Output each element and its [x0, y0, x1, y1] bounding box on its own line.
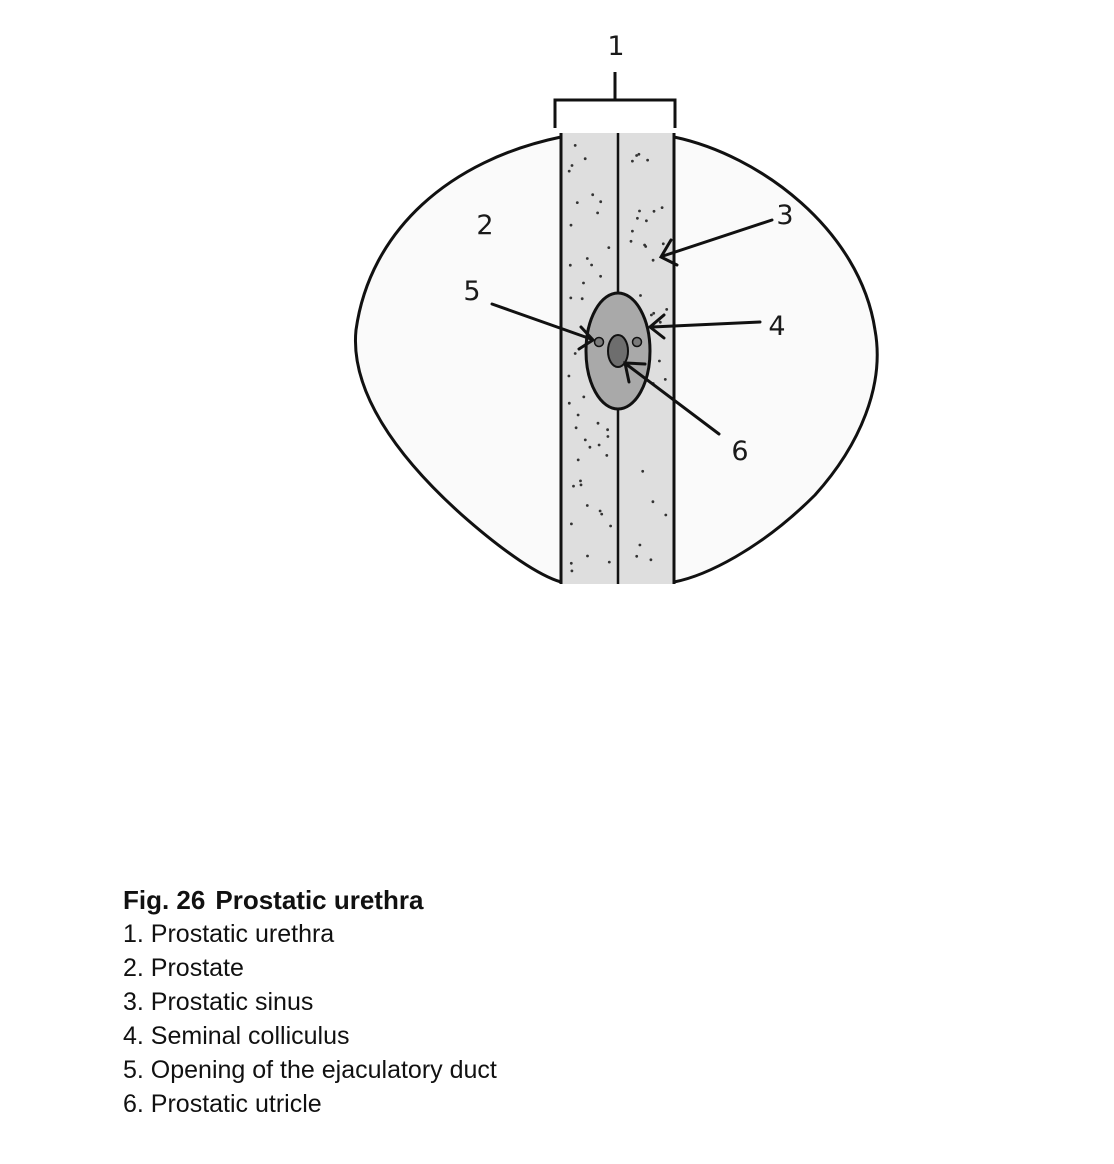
callout-3: 3 — [776, 200, 793, 231]
stipple-dot — [663, 378, 667, 381]
figure-number: Fig. 26 — [123, 885, 206, 915]
legend-item: 4. Seminal colliculus — [123, 1022, 350, 1050]
stipple-dot — [631, 159, 634, 163]
callout-5: 5 — [463, 276, 480, 307]
urethra-bracket — [553, 72, 677, 128]
stipple-dot — [631, 229, 634, 233]
stipple-dot — [646, 158, 649, 162]
legend-item: 2. Prostate — [123, 954, 244, 982]
stipple-dot — [576, 458, 580, 462]
stipple-dot — [652, 311, 656, 315]
stipple-dot — [607, 560, 611, 564]
stipple-dot — [651, 258, 655, 262]
stipple-dot — [580, 297, 584, 301]
stipple-dot — [598, 509, 602, 513]
ejaculatory-duct-opening-left — [593, 336, 605, 348]
stipple-dot — [609, 524, 612, 528]
leader-3 — [658, 218, 774, 267]
legend-item: 6. Prostatic utricle — [123, 1090, 322, 1118]
stipple-dot — [585, 504, 589, 507]
stipple-dot — [607, 246, 611, 250]
stipple-dot — [658, 359, 661, 363]
stipple-dot — [572, 484, 575, 488]
stipple-dot — [639, 294, 642, 297]
leader-6 — [623, 361, 721, 436]
stipple-dot — [629, 239, 633, 243]
stipple-dot — [583, 438, 587, 442]
stipple-dot — [591, 193, 595, 197]
stipple-dot — [567, 169, 571, 173]
stipple-dot — [599, 274, 602, 278]
stipple-dot — [664, 513, 668, 517]
stipple-dot — [661, 242, 665, 246]
stipple-dot — [570, 164, 574, 167]
callout-2: 2 — [476, 210, 493, 241]
stipple-dot — [635, 554, 639, 558]
stipple-dot — [605, 454, 609, 457]
stipple-dot — [658, 320, 662, 324]
stipple-dot — [596, 421, 600, 425]
prostatic-utricle — [607, 334, 629, 368]
stipple-dot — [569, 561, 573, 565]
leader-4 — [647, 313, 762, 340]
stipple-dot — [638, 209, 641, 213]
figure-title: Fig. 26 Prostatic urethra — [123, 883, 823, 917]
stipple-dot — [596, 211, 599, 215]
stipple-dot — [588, 445, 592, 449]
stipple-dot — [665, 308, 669, 311]
stipple-dot — [644, 245, 648, 248]
stipple-dot — [569, 223, 573, 227]
stipple-dot — [652, 209, 656, 213]
stipple-dot — [579, 483, 583, 487]
stipple-dot — [579, 479, 582, 483]
stipple-dot — [590, 263, 593, 267]
callout-4: 4 — [768, 311, 785, 342]
stipple-dot — [569, 296, 573, 300]
legend-item: 1. Prostatic urethra — [123, 920, 335, 948]
stipple-dot — [582, 395, 586, 399]
stipple-dot — [570, 522, 573, 526]
stipple-dot — [651, 500, 655, 504]
prostatic-sinus-stipple — [567, 144, 669, 573]
callout-1: 1 — [607, 31, 624, 62]
callout-6: 6 — [731, 436, 748, 467]
stipple-dot — [606, 428, 609, 432]
stipple-dot — [638, 543, 642, 547]
stipple-dot — [649, 558, 653, 562]
stipple-dot — [641, 469, 645, 473]
figure-legend: 1. Prostatic urethra 2. Prostate 3. Pros… — [123, 917, 823, 1121]
stipple-dot — [585, 257, 589, 260]
stipple-dot — [597, 443, 601, 447]
legend-item: 5. Opening of the ejaculatory duct — [123, 1056, 497, 1084]
leader-5 — [490, 302, 596, 351]
stipple-dot — [568, 263, 572, 267]
stipple-dot — [635, 154, 638, 157]
stipple-dot — [600, 512, 604, 516]
stipple-dot — [570, 569, 574, 573]
prostatic-urethra-diagram: 1 2 3 4 5 6 — [353, 31, 879, 584]
legend-item: 3. Prostatic sinus — [123, 988, 314, 1016]
stipple-dot — [567, 401, 571, 405]
stipple-dot — [575, 201, 579, 205]
stipple-dot — [574, 426, 578, 430]
stipple-dot — [606, 435, 610, 438]
stipple-dot — [645, 219, 648, 223]
figure-title-text: Prostatic urethra — [215, 885, 424, 915]
stipple-dot — [576, 413, 580, 417]
stipple-dot — [637, 152, 641, 156]
stipple-dot — [660, 206, 664, 210]
ejaculatory-duct-opening-right — [631, 336, 643, 348]
stipple-dot — [636, 216, 639, 220]
stipple-dot — [583, 157, 587, 161]
figure-caption: Fig. 26 Prostatic urethra 1. Prostatic ur… — [123, 883, 823, 1121]
stipple-dot — [567, 374, 571, 378]
stipple-dot — [573, 352, 577, 355]
stipple-dot — [586, 554, 589, 558]
stipple-dot — [573, 144, 577, 147]
stipple-dot — [599, 200, 603, 204]
stipple-dot — [582, 281, 585, 285]
stipple-dot — [650, 313, 653, 317]
